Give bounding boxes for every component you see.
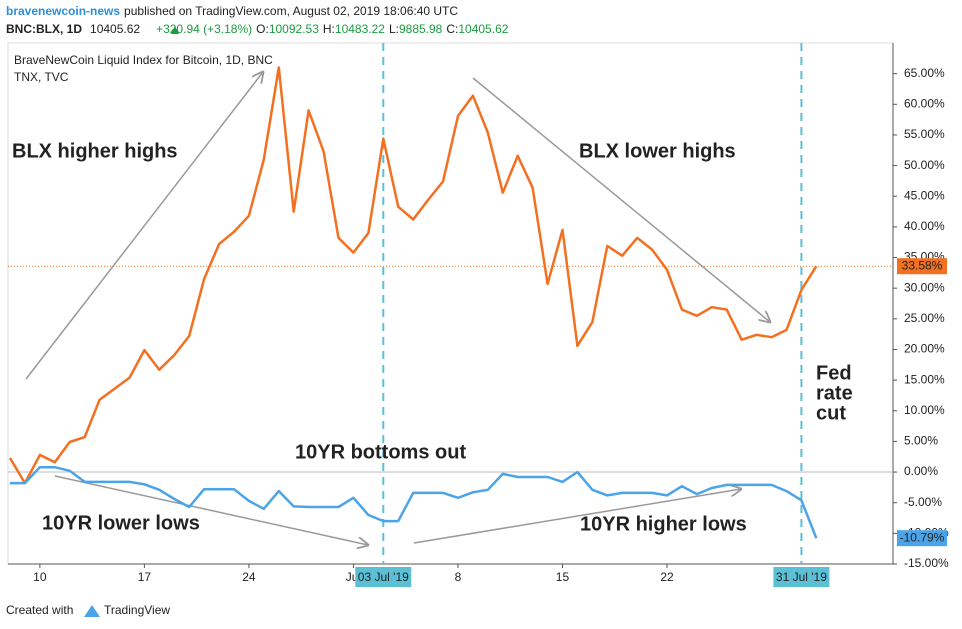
x-tick-label: 10 [33, 570, 47, 584]
fed-note: rate [816, 382, 853, 404]
quote-line: BNC:BLX, 1D 10405.62 +320.94 (+3.18%) O:100… [6, 22, 509, 36]
annotation: 10YR higher lows [580, 513, 747, 535]
series-line [8, 66, 818, 485]
header-line: bravenewcoin-news published on TradingVie… [6, 4, 458, 18]
arrow [413, 489, 741, 544]
y-tick-label: 45.00% [904, 188, 945, 202]
published: published on TradingView.com, August 02,… [124, 4, 458, 18]
ohlc-value: 9885.98 [399, 22, 443, 36]
x-tick-label: 17 [138, 570, 152, 584]
legend-entry: BraveNewCoin Liquid Index for Bitcoin, 1… [14, 53, 273, 67]
ohlc-key: H: [323, 22, 335, 36]
last-value-label: -10.79% [900, 530, 945, 544]
y-tick-label: 40.00% [904, 219, 945, 233]
annotation: 10YR bottoms out [295, 441, 466, 463]
series-line [10, 465, 818, 539]
y-tick-label: 5.00% [904, 434, 938, 448]
ohlc-key: O: [256, 22, 269, 36]
ohlc-value: 10405.62 [458, 22, 508, 36]
x-tick-label: 22 [660, 570, 674, 584]
annotation: BLX lower highs [579, 140, 736, 162]
last-value-label: 33.58% [902, 258, 943, 272]
marker-label-box [773, 567, 830, 587]
marker-label: 31 Jul '19 [776, 570, 827, 584]
y-tick-label: 0.00% [904, 464, 938, 478]
plot [8, 66, 818, 539]
marker-label: 03 Jul '19 [358, 570, 409, 584]
y-tick-label: 25.00% [904, 311, 945, 325]
symbol: BNC:BLX, 1D [6, 22, 82, 36]
arrow [472, 77, 770, 322]
y-tick-label: 20.00% [904, 342, 945, 356]
arrow [54, 475, 368, 545]
annotation: BLX higher highs [12, 140, 178, 162]
ohlc-key: L: [389, 22, 399, 36]
ohlc-value: 10092.53 [269, 22, 319, 36]
y-tick-label: 10.00% [904, 403, 945, 417]
y-tick-label: 50.00% [904, 158, 945, 172]
logo [84, 605, 100, 617]
y-tick-label: 30.00% [904, 280, 945, 294]
footer-brand[interactable]: TradingView [104, 603, 170, 617]
annotation: 10YR lower lows [42, 512, 200, 534]
y-tick-label: 60.00% [904, 96, 945, 110]
legend-entry: TNX, TVC [14, 70, 69, 84]
fed-note: Fed [816, 362, 852, 384]
last-value-box [897, 530, 947, 547]
author[interactable]: bravenewcoin-news [6, 4, 120, 18]
y-tick-label: 65.00% [904, 66, 945, 80]
fed-note: cut [816, 402, 846, 424]
footer-text: Created with [6, 603, 73, 617]
change: +320.94 (+3.18%) [156, 22, 252, 36]
marker-label-box [355, 567, 412, 587]
up-icon [171, 26, 179, 34]
y-tick-label: 15.00% [904, 372, 945, 386]
x-tick-label: 15 [556, 570, 570, 584]
y-tick-label: -15.00% [904, 556, 949, 570]
last: 10405.62 [90, 22, 140, 36]
y-tick-label: -5.00% [904, 495, 942, 509]
last-value-box [897, 258, 947, 275]
x-tick-label: 24 [242, 570, 256, 584]
x-tick-label: 8 [455, 570, 462, 584]
ohlc-value: 10483.22 [335, 22, 385, 36]
ohlc-key: C: [446, 22, 458, 36]
arrow [25, 72, 263, 380]
y-tick-label: 55.00% [904, 127, 945, 141]
